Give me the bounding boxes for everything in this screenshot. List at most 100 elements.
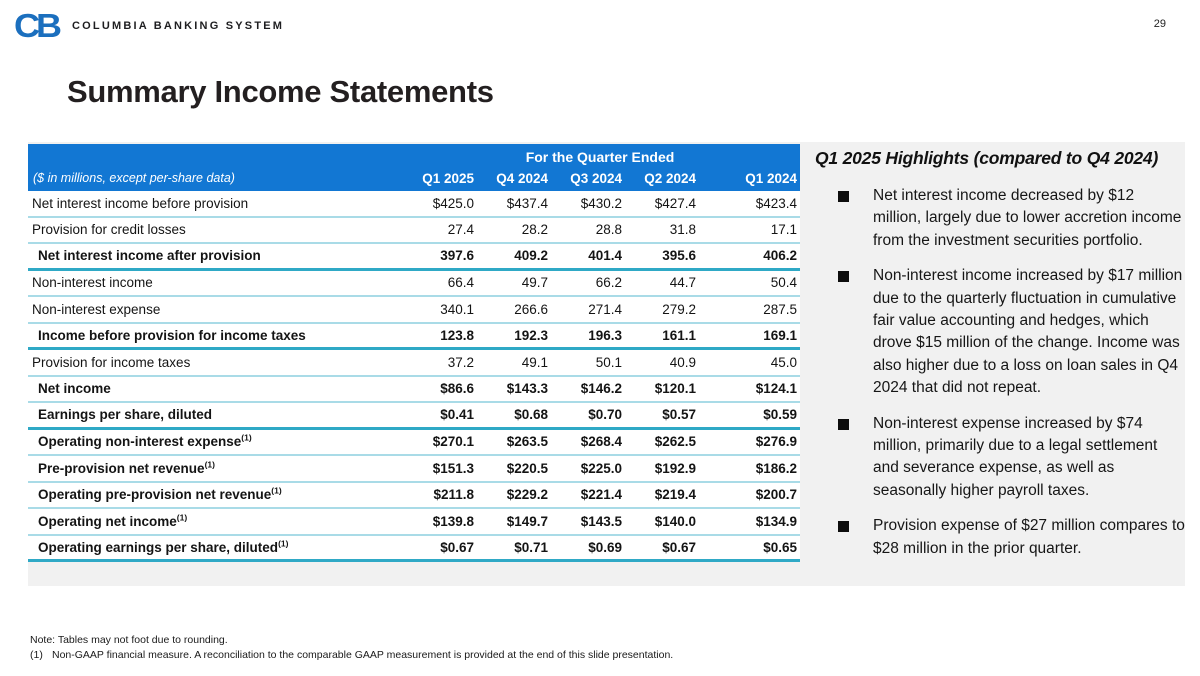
table-row: Pre-provision net revenue(1) $151.3 $220.5…: [28, 456, 800, 483]
cell-value: 17.1: [770, 222, 797, 238]
cell-value: $211.8: [433, 487, 474, 503]
cell-value: $0.70: [588, 407, 622, 423]
table-row: Provision for credit losses 27.4 28.2 28.8 3…: [28, 217, 800, 244]
cell-value: $0.41: [440, 407, 474, 423]
cell-value: 161.1: [662, 327, 696, 343]
brand-header: CB COLUMBIA BANKING SYSTEM: [14, 6, 284, 46]
cell-value: $0.71: [514, 539, 548, 555]
cell-value: 401.4: [588, 248, 622, 264]
row-label: Operating earnings per share, diluted(1): [38, 538, 289, 555]
row-label: Operating pre-provision net revenue(1): [38, 485, 282, 503]
highlight-text: Non-interest expense increased by $74 mi…: [873, 414, 1158, 499]
column-header: Q1 2025: [422, 170, 474, 186]
cell-value: $151.3: [432, 460, 474, 476]
highlight-bullet: Non-interest expense increased by $74 mi…: [815, 413, 1187, 503]
cell-value: 66.2: [595, 275, 622, 291]
footnote-item-marker: (1): [30, 648, 43, 661]
cell-value: $0.68: [514, 407, 548, 423]
bullet-square-icon: [838, 191, 849, 202]
footnotes: Note: Tables may not foot due to roundin…: [30, 633, 673, 662]
table-caption: For the Quarter Ended: [525, 149, 675, 165]
row-label: Net income: [38, 381, 111, 397]
cell-value: 266.6: [514, 301, 548, 317]
cell-value: $120.1: [654, 381, 696, 397]
table-row: Earnings per share, diluted $0.41 $0.68 $0.…: [28, 403, 800, 430]
cell-value: $423.4: [755, 195, 797, 211]
cell-value: 49.7: [521, 275, 548, 291]
cell-value: $220.5: [506, 460, 548, 476]
row-label: Net interest income before provision: [32, 195, 249, 211]
cell-value: 395.6: [662, 248, 696, 264]
table-row: Provision for income taxes 37.2 49.1 50.1 40…: [28, 350, 800, 377]
company-logo-icon: CB: [14, 6, 62, 45]
cell-value: $427.4: [654, 195, 696, 211]
row-label: Earnings per share, diluted: [38, 407, 213, 423]
footnote-marker: (1): [241, 432, 252, 443]
cell-value: 397.6: [440, 248, 474, 264]
bullet-square-icon: [838, 271, 849, 283]
cell-value: $140.0: [654, 513, 696, 529]
cell-value: 37.2: [447, 354, 474, 370]
cell-value: $263.5: [506, 434, 548, 450]
cell-value: 340.1: [440, 301, 474, 317]
footnote-marker: (1): [176, 512, 188, 523]
bullet-square-icon: [838, 418, 849, 430]
row-label: Operating non-interest expense(1): [38, 432, 252, 450]
column-header: Q4 2024: [496, 170, 548, 186]
table-row: Net income $86.6 $143.3 $146.2 $120.1 $124.1: [28, 376, 800, 403]
footnote-item-text: Non-GAAP financial measure. A reconcilia…: [52, 648, 674, 661]
row-label: Provision for credit losses: [32, 222, 186, 238]
row-label: Income before provision for income taxes: [38, 327, 306, 343]
cell-value: $149.7: [506, 513, 548, 529]
row-label: Provision for income taxes: [32, 354, 191, 370]
cell-value: 287.5: [763, 301, 797, 317]
column-header: Q2 2024: [644, 170, 696, 186]
cell-value: 192.3: [514, 327, 548, 343]
cell-value: $200.7: [755, 487, 797, 503]
table-row: Net interest income before provision $425…: [28, 191, 800, 218]
cell-value: $143.3: [506, 381, 548, 397]
highlights-title: Q1 2025 Highlights (compared to Q4 2024): [815, 148, 1159, 168]
table-body: Net interest income before provision $425…: [28, 191, 800, 562]
table-row: Income before provision for income taxes…: [28, 323, 800, 350]
cell-value: $0.67: [662, 539, 696, 555]
cell-value: $124.1: [755, 381, 797, 397]
highlight-text: Net interest income decreased by $12 mil…: [873, 187, 1182, 249]
highlight-text: Non-interest income increased by $17 mil…: [873, 267, 1183, 397]
footnote-marker: (1): [204, 459, 215, 470]
footnote-item: (1) Non-GAAP financial measure. A reconci…: [30, 648, 673, 663]
cell-value: 409.2: [514, 248, 548, 264]
bullet-square-icon: [838, 521, 849, 533]
cell-value: $225.0: [580, 460, 622, 476]
cell-value: 28.2: [521, 222, 548, 238]
cell-value: $219.4: [654, 487, 696, 503]
table-row: Operating non-interest expense(1) $270.1 $…: [28, 429, 800, 456]
highlights-list: Net interest income decreased by $12 mil…: [815, 185, 1187, 560]
table-row: Net interest income after provision 397.6…: [28, 244, 800, 271]
footnote-marker: (1): [271, 485, 282, 496]
cell-value: 50.1: [595, 354, 622, 370]
cell-value: 123.8: [440, 327, 474, 343]
highlight-bullet: Non-interest income increased by $17 mil…: [815, 265, 1187, 399]
page-number: 29: [1153, 18, 1166, 30]
cell-value: $86.6: [440, 381, 474, 397]
cell-value: $268.4: [580, 434, 622, 450]
table-row: Operating pre-provision net revenue(1) $2…: [28, 482, 800, 509]
cell-value: 44.7: [669, 275, 696, 291]
row-label: Pre-provision net revenue(1): [38, 459, 215, 476]
table-row: Operating earnings per share, diluted(1)…: [28, 535, 800, 562]
cell-value: 196.3: [588, 327, 622, 343]
cell-value: $186.2: [755, 460, 797, 476]
company-name: COLUMBIA BANKING SYSTEM: [72, 20, 285, 32]
cell-value: $0.67: [440, 539, 474, 555]
table-row: Operating net income(1) $139.8 $149.7 $143.…: [28, 509, 800, 536]
cell-value: $437.4: [506, 195, 548, 211]
cell-value: $229.2: [506, 487, 548, 503]
cell-value: $221.4: [580, 487, 622, 503]
cell-value: 279.2: [662, 301, 696, 317]
table-unit-label: ($ in millions, except per-share data): [33, 171, 235, 185]
cell-value: 28.8: [595, 222, 622, 238]
cell-value: 31.8: [669, 222, 696, 238]
cell-value: 27.4: [447, 222, 474, 238]
